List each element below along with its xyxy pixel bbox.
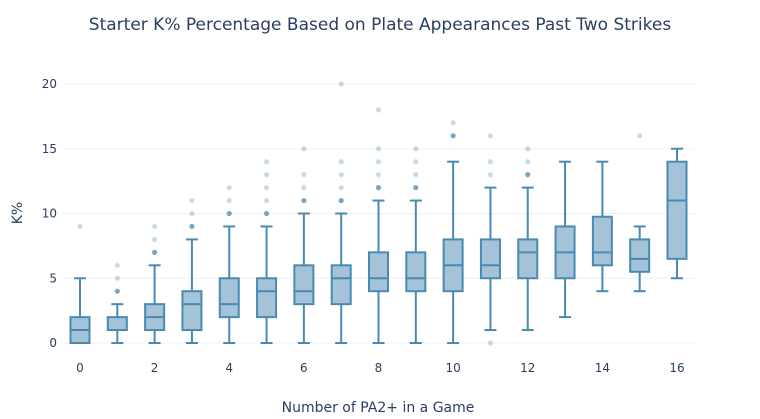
box-13	[554, 160, 576, 319]
x-tick-label: 0	[76, 361, 84, 375]
outlier-point	[375, 185, 382, 191]
y-tick-label: 5	[49, 271, 57, 285]
box-14	[591, 160, 613, 293]
outlier-point	[263, 172, 270, 178]
box-4	[218, 185, 240, 344]
y-tick-label: 20	[42, 77, 57, 91]
outlier-point	[487, 172, 494, 178]
x-tick-label: 12	[520, 361, 535, 375]
outlier-point	[413, 159, 419, 165]
iqr-box	[293, 264, 315, 306]
iqr-box	[181, 290, 203, 332]
x-axis-title: Number of PA2+ in a Game	[282, 400, 475, 416]
box-10	[442, 120, 464, 344]
outlier-point	[487, 340, 494, 346]
box-2	[144, 223, 166, 344]
outlier-point	[525, 146, 531, 152]
box-12	[517, 146, 539, 332]
box-15	[629, 133, 651, 293]
y-axis-ticks: 0 5 10 15 20	[42, 77, 57, 350]
outlier-point	[487, 133, 494, 139]
outlier-point	[114, 262, 120, 268]
iqr-box	[368, 251, 389, 293]
x-tick-label: 14	[595, 361, 610, 375]
boxes	[69, 81, 688, 346]
iqr-box	[666, 160, 688, 260]
y-tick-label: 15	[42, 142, 57, 156]
outlier-point	[301, 146, 307, 152]
x-tick-label: 16	[669, 361, 684, 375]
outlier-point	[338, 81, 344, 87]
iqr-box	[405, 251, 427, 293]
outlier-point	[375, 146, 382, 152]
x-axis-ticks: 0 2 4 6 8 10 12 14 16	[76, 361, 684, 375]
outlier-point	[189, 210, 195, 217]
outlier-point	[226, 197, 232, 204]
outlier-point	[338, 159, 344, 165]
iqr-box	[218, 277, 240, 319]
outlier-point	[487, 159, 494, 165]
outlier-point	[338, 197, 344, 204]
outlier-point	[413, 172, 419, 178]
outlier-point	[301, 185, 307, 191]
x-tick-label: 8	[375, 361, 383, 375]
outlier-point	[114, 288, 120, 294]
box-3	[181, 197, 203, 344]
outlier-point	[375, 107, 382, 113]
iqr-box	[629, 238, 651, 273]
x-tick-label: 10	[445, 361, 460, 375]
outlier-point	[263, 197, 270, 204]
box-8	[368, 107, 389, 344]
outlier-point	[413, 146, 419, 152]
outlier-point	[525, 159, 531, 165]
y-tick-label: 0	[49, 336, 57, 350]
y-axis-title: K%	[10, 202, 26, 224]
outlier-point	[152, 249, 158, 255]
iqr-box	[330, 264, 352, 306]
outlier-point	[263, 210, 270, 217]
outlier-point	[301, 172, 307, 178]
outlier-point	[189, 223, 195, 230]
box-5	[256, 159, 278, 344]
outlier-point	[226, 210, 232, 217]
outlier-point	[637, 133, 643, 139]
chart-title: Starter K% Percentage Based on Plate App…	[89, 15, 672, 35]
box-11	[479, 133, 501, 346]
box-7	[330, 81, 352, 344]
x-tick-label: 4	[225, 361, 233, 375]
outlier-point	[77, 223, 83, 230]
x-tick-label: 6	[300, 361, 308, 375]
box-1	[106, 262, 128, 344]
outlier-point	[413, 185, 419, 191]
outlier-point	[375, 172, 382, 178]
outlier-point	[152, 236, 158, 242]
outlier-point	[375, 159, 382, 165]
iqr-box	[106, 316, 128, 332]
outlier-point	[450, 133, 456, 139]
x-tick-label: 2	[151, 361, 159, 375]
outlier-point	[338, 185, 344, 191]
outlier-point	[152, 223, 158, 230]
outlier-point	[226, 185, 232, 191]
outlier-point	[338, 172, 344, 178]
outlier-point	[263, 185, 270, 191]
outlier-point	[263, 159, 270, 165]
iqr-box	[256, 277, 278, 319]
box-16	[666, 147, 688, 280]
iqr-box	[591, 215, 613, 267]
outlier-point	[114, 275, 120, 281]
y-tick-label: 10	[42, 207, 57, 221]
outlier-point	[525, 172, 531, 178]
iqr-box	[479, 238, 501, 280]
outlier-point	[450, 120, 456, 126]
outlier-point	[301, 197, 307, 204]
box-0	[69, 223, 91, 345]
iqr-box	[517, 238, 539, 280]
outlier-point	[189, 197, 195, 204]
box-9	[405, 146, 427, 344]
box-6	[293, 146, 315, 344]
